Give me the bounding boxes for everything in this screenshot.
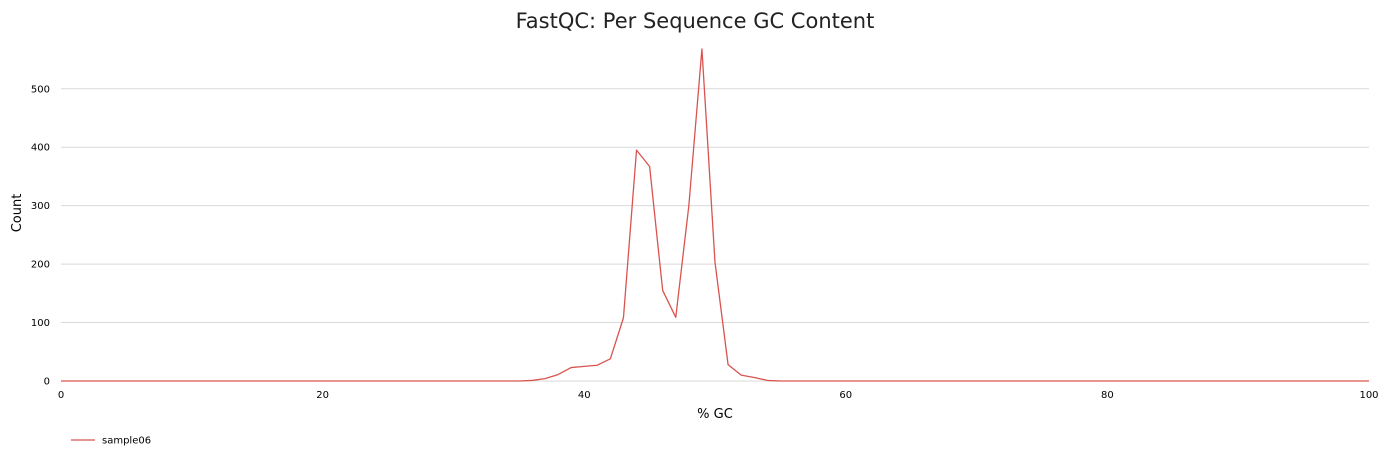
y-axis-ticks: 0 100 200 300 400 500 — [31, 84, 50, 387]
chart-title: FastQC: Per Sequence GC Content — [516, 9, 875, 33]
y-tick-label: 0 — [44, 377, 50, 388]
x-axis-ticks: 0 20 40 60 80 100 — [58, 390, 1379, 401]
x-tick-label: 40 — [578, 390, 591, 401]
x-tick-label: 20 — [316, 390, 329, 401]
x-tick-label: 100 — [1359, 390, 1378, 401]
y-axis-label: Count — [10, 194, 25, 233]
x-tick-label: 0 — [58, 390, 64, 401]
grid-lines — [61, 88, 1369, 382]
x-tick-label: 80 — [1101, 390, 1114, 401]
y-tick-label: 500 — [31, 84, 50, 95]
y-tick-label: 300 — [31, 201, 50, 212]
series-lines — [61, 48, 1369, 382]
series-line-sample06 — [61, 48, 1369, 382]
y-tick-label: 400 — [31, 143, 50, 154]
x-tick-label: 60 — [839, 390, 852, 401]
y-tick-label: 200 — [31, 260, 50, 271]
y-tick-label: 100 — [31, 318, 50, 329]
x-axis-label: % GC — [697, 407, 733, 422]
legend-label: sample06 — [102, 436, 151, 447]
legend[interactable]: sample06 — [71, 436, 151, 447]
